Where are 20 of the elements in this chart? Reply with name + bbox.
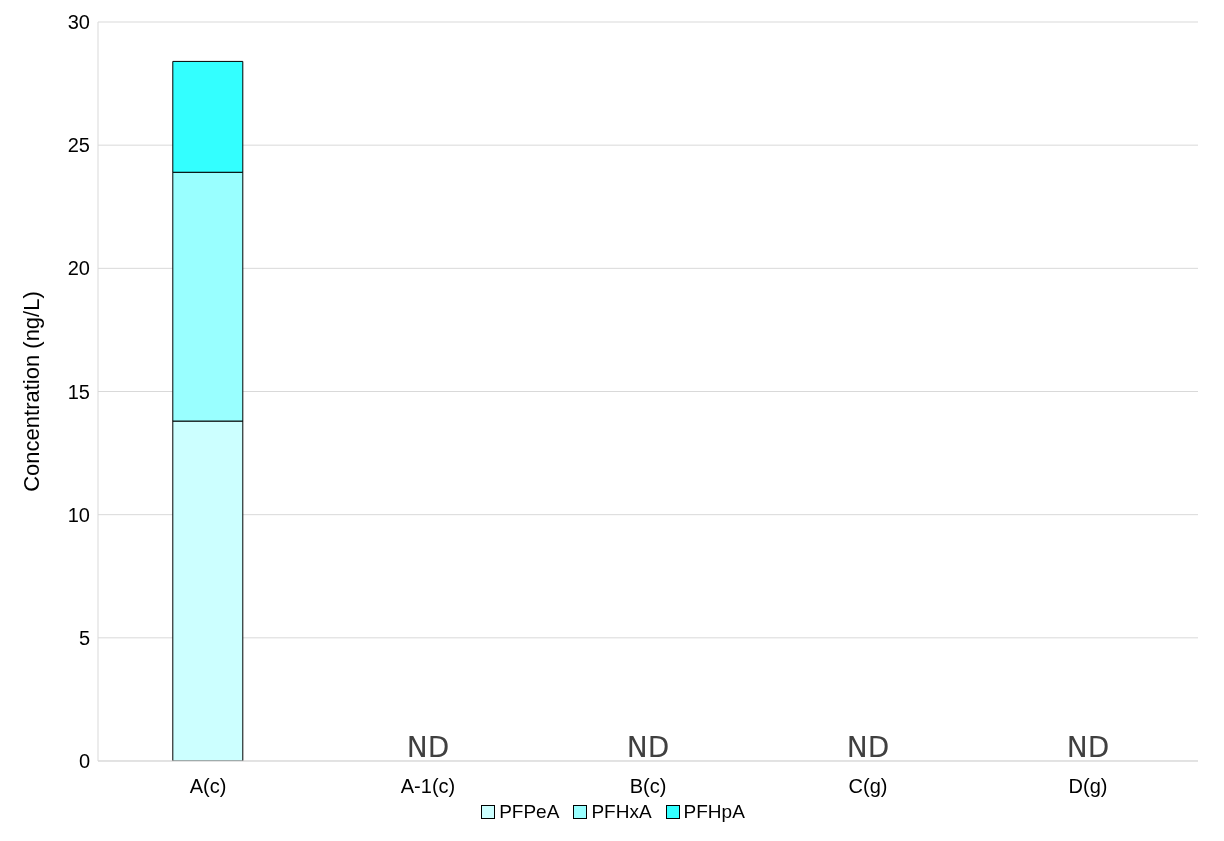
x-tick-label: A-1(c) xyxy=(400,775,456,798)
y-tick-label: 0 xyxy=(78,750,90,773)
legend-label: PFHxA xyxy=(591,801,652,823)
x-tick-label: C(g) xyxy=(848,775,888,798)
x-tick-label: B(c) xyxy=(629,775,667,798)
y-tick-label: 15 xyxy=(67,380,90,403)
y-axis-title: Concentration (ng/L) xyxy=(18,291,44,492)
y-tick-label: 5 xyxy=(78,626,90,649)
annotation: ND xyxy=(846,731,890,764)
y-tick-label: 20 xyxy=(67,257,90,280)
legend-label: PFPeA xyxy=(499,801,560,823)
annotation: ND xyxy=(1066,731,1110,764)
y-tick-label: 25 xyxy=(67,134,90,157)
y-tick-label: 30 xyxy=(67,11,90,34)
legend-label: PFHpA xyxy=(683,801,745,823)
x-tick-label: D(g) xyxy=(1068,775,1108,798)
annotation: ND xyxy=(406,731,450,764)
y-tick-label: 10 xyxy=(67,503,90,526)
annotation: ND xyxy=(626,731,670,764)
x-tick-label: A(c) xyxy=(189,775,227,798)
